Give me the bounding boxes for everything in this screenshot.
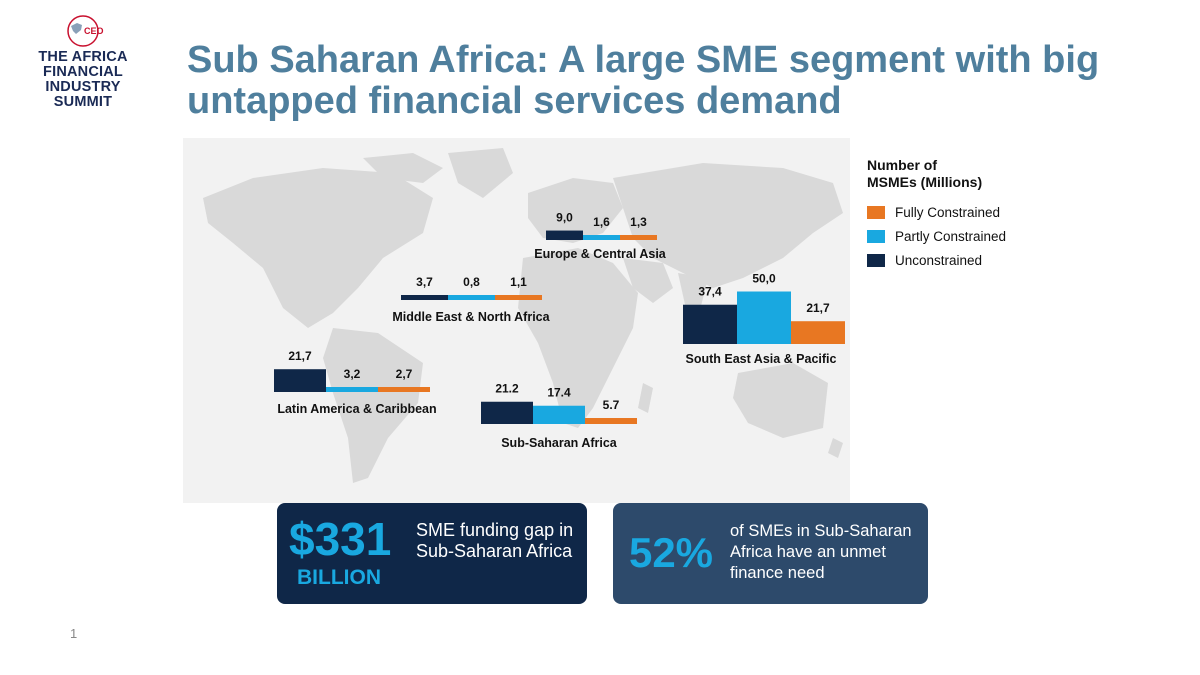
legend-title-line-2: MSMEs (Millions) — [867, 174, 983, 190]
legend-title: Number of MSMEs (Millions) — [867, 157, 1097, 191]
funding-gap-value: $331 — [289, 513, 392, 565]
unmet-need-description: of SMEs in Sub-Saharan Africa have an un… — [730, 522, 912, 582]
page-number: 1 — [70, 626, 78, 641]
region-chart: 21,7 3,2 2,7 Latin America & Caribbean — [274, 349, 437, 416]
bar — [378, 387, 430, 392]
bar — [683, 304, 737, 344]
page-title: Sub Saharan Africa: A large SME segment … — [187, 40, 1187, 122]
region-chart: 21.2 17.4 5.7 Sub-Saharan Africa — [481, 382, 637, 450]
bar — [737, 291, 791, 344]
data-label: 1,3 — [630, 215, 647, 229]
funding-gap-unit: BILLION — [297, 566, 381, 589]
data-label: 21.2 — [495, 382, 519, 396]
bar — [326, 387, 378, 392]
bar — [791, 321, 845, 344]
legend-item-unconstrained: Unconstrained — [867, 253, 1097, 277]
data-label: 2,7 — [396, 367, 413, 381]
funding-gap-callout: $331 BILLION SME funding gap in Sub-Saha… — [277, 503, 587, 604]
region-chart: 3,7 0,8 1,1 Middle East & North Africa — [392, 275, 550, 324]
bar — [533, 405, 585, 424]
world-map — [183, 138, 850, 503]
logo-line: SUMMIT — [53, 94, 113, 110]
legend-title-line-1: Number of — [867, 157, 937, 173]
data-label: 37,4 — [698, 285, 722, 299]
region-label: Latin America & Caribbean — [277, 402, 436, 416]
legend-item-label: Unconstrained — [895, 253, 983, 268]
region-chart: 37,4 50,0 21,7 South East Asia & Pacific — [683, 272, 845, 366]
logo-line: FINANCIAL — [43, 64, 123, 80]
summit-logo: CEO THE AFRICA FINANCIAL INDUSTRY SUMMIT — [24, 14, 142, 110]
logo-line: THE AFRICA — [38, 49, 128, 65]
bar — [546, 230, 583, 240]
legend-item-partly-constrained: Partly Constrained — [867, 229, 1097, 253]
data-label: 3,2 — [344, 367, 361, 381]
data-label: 50,0 — [752, 272, 776, 286]
legend-swatch — [867, 254, 885, 267]
data-label: 21,7 — [806, 301, 830, 315]
data-label: 1,6 — [593, 215, 610, 229]
page-title-line-2: untapped financial services demand — [187, 80, 842, 122]
region-label: Sub-Saharan Africa — [501, 436, 618, 450]
data-label: 1,1 — [510, 275, 527, 289]
legend-item-label: Fully Constrained — [895, 205, 1001, 220]
bar — [401, 295, 448, 300]
unmet-need-value: 52% — [628, 529, 714, 576]
bar — [448, 295, 495, 300]
data-label: 0,8 — [463, 275, 480, 289]
region-label: Europe & Central Asia — [534, 247, 667, 261]
data-label: 3,7 — [416, 275, 433, 289]
data-label: 21,7 — [288, 349, 312, 363]
region-chart: 9,0 1,6 1,3 Europe & Central Asia — [534, 211, 667, 261]
legend-swatch — [867, 206, 885, 219]
region-label: South East Asia & Pacific — [686, 352, 837, 366]
logo-line: INDUSTRY — [45, 79, 121, 95]
unmet-need-callout: 52% of SMEs in Sub-Saharan Africa have a… — [613, 503, 928, 604]
data-label: 5.7 — [603, 398, 620, 412]
legend-swatch — [867, 230, 885, 243]
legend-item-label: Partly Constrained — [895, 229, 1007, 244]
region-label: Middle East & North Africa — [392, 310, 550, 324]
legend-item-fully-constrained: Fully Constrained — [867, 205, 1097, 229]
world-map-shapes — [203, 148, 843, 483]
bar — [583, 235, 620, 240]
bar — [495, 295, 542, 300]
page-title-line-1: Sub Saharan Africa: A large SME segment … — [187, 39, 1100, 81]
funding-gap-description: SME funding gap in Sub-Saharan Africa — [416, 520, 574, 561]
bar — [481, 401, 533, 424]
bar — [585, 418, 637, 424]
chart-legend: Number of MSMEs (Millions) Fully Constra… — [867, 157, 1097, 277]
data-label: 9,0 — [556, 211, 573, 225]
svg-text:CEO: CEO — [84, 26, 104, 36]
bar — [620, 235, 657, 240]
data-label: 17.4 — [547, 386, 571, 400]
bar — [274, 369, 326, 392]
africa-ceo-badge: CEO — [57, 14, 109, 48]
